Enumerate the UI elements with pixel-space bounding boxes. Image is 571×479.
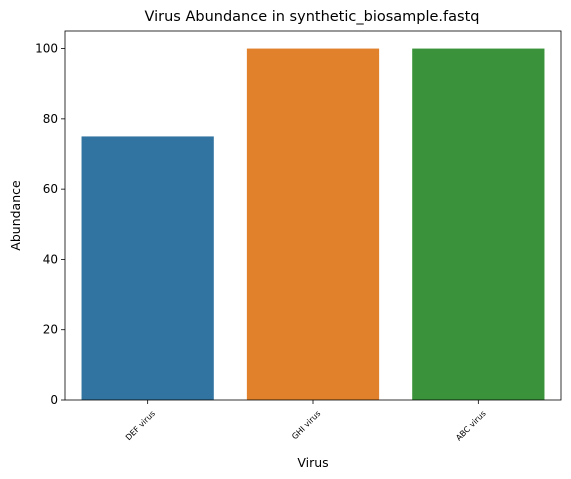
bar-ghi-virus [246,48,380,400]
x-tick-label: GHI virus [290,409,322,441]
x-axis: DEF virus GHI virus ABC virus [124,400,488,443]
y-axis: 0 20 40 60 80 100 [35,42,65,407]
y-axis-label: Abundance [8,180,23,251]
y-tick-label: 20 [43,323,58,337]
y-tick-label: 60 [43,182,58,196]
bar-def-virus [81,136,214,400]
y-tick-label: 80 [43,112,58,126]
y-tick-label: 0 [50,393,58,407]
chart-title: Virus Abundance in synthetic_biosample.f… [145,9,480,25]
x-tick-label: DEF virus [124,409,157,442]
bar-abc-virus [412,48,545,400]
y-tick-label: 100 [35,42,58,56]
x-axis-label: Virus [297,455,328,470]
plot-frame [64,30,562,401]
y-tick-label: 40 [43,252,58,266]
bars-layer [81,48,545,400]
x-tick-label: ABC virus [454,409,488,443]
